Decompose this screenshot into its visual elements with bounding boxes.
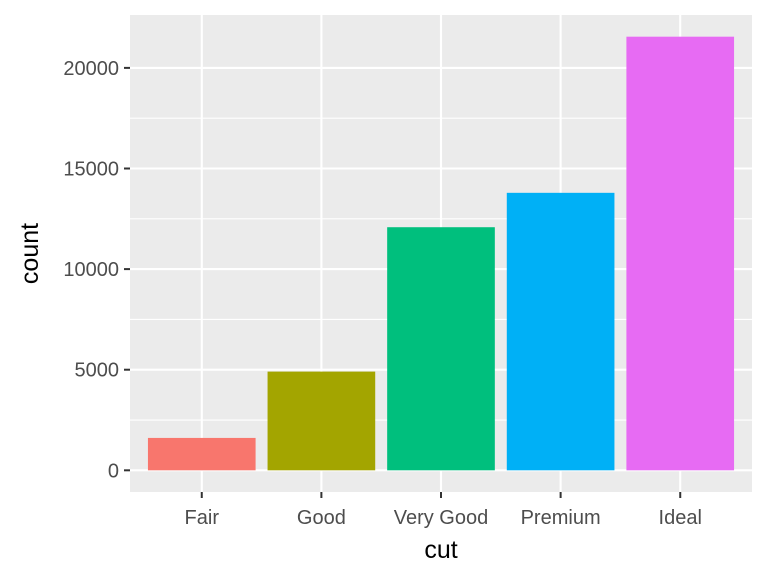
y-axis-title: count: [16, 223, 44, 284]
bar-premium: [506, 192, 615, 471]
x-tick-label: Premium: [521, 507, 601, 529]
y-tick-label: 10000: [63, 259, 119, 281]
y-axis: 0 5000 10000 15000 20000: [63, 58, 130, 482]
x-tick-label: Good: [297, 507, 346, 529]
bar-good: [267, 371, 376, 471]
y-tick-label: 0: [108, 460, 119, 482]
bars: [147, 36, 735, 471]
y-tick-label: 15000: [63, 158, 119, 180]
x-axis-title: cut: [424, 536, 457, 564]
bar-ideal: [626, 36, 735, 471]
x-tick-label: Ideal: [659, 507, 702, 529]
y-tick-label: 5000: [75, 360, 120, 382]
x-axis: Fair Good Very Good Premium Ideal: [185, 492, 702, 529]
y-tick-label: 20000: [63, 58, 119, 80]
x-tick-label: Very Good: [394, 507, 489, 529]
bar-fair: [147, 437, 256, 471]
x-tick-label: Fair: [185, 507, 220, 529]
bar-very-good: [387, 227, 495, 471]
